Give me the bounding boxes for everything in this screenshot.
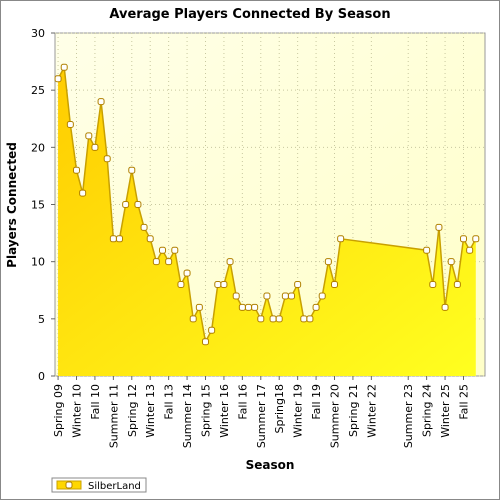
point — [128, 166, 136, 174]
area — [58, 67, 476, 377]
point — [429, 281, 437, 289]
point — [66, 120, 74, 128]
point — [472, 235, 480, 243]
point — [318, 292, 326, 300]
x-tick-label: Summer 11 — [107, 384, 120, 448]
x-tick-label: Spring 15 — [200, 384, 213, 437]
x-axis-title: Season — [246, 458, 295, 472]
point — [312, 303, 320, 311]
point — [159, 246, 166, 254]
point — [165, 258, 173, 266]
point — [195, 303, 203, 311]
point — [232, 292, 240, 300]
x-tick-label: Fall 19 — [310, 384, 323, 420]
point — [423, 246, 431, 254]
x-tick-label: Spring 24 — [421, 384, 434, 437]
point — [294, 281, 302, 289]
point — [453, 281, 461, 289]
point — [73, 166, 80, 174]
point — [257, 315, 265, 323]
x-tick-label: Winter 25 — [439, 384, 452, 438]
point — [226, 258, 234, 266]
chart-title: Average Players Connected By Season — [109, 7, 390, 22]
point — [103, 155, 111, 163]
point — [466, 246, 474, 254]
x-tick-label: Summer 17 — [255, 384, 268, 448]
y-tick-label: 10 — [31, 256, 45, 269]
y-axis-title: Players Connected — [5, 142, 19, 268]
x-tick-label: Fall 10 — [89, 384, 102, 420]
point — [183, 269, 191, 277]
legend-label: SilberLand — [88, 481, 141, 492]
x-tick-label: Summer 20 — [329, 384, 342, 448]
x-tick-label: Spring18 — [273, 384, 286, 434]
point — [275, 315, 283, 323]
x-tick-label: Winter 16 — [218, 384, 231, 438]
point — [140, 223, 148, 231]
y-tick-label: 5 — [38, 313, 45, 326]
legend-marker — [65, 481, 73, 489]
x-tick-label: Winter 19 — [292, 384, 305, 438]
x-tick-label: Summer 14 — [181, 384, 194, 448]
point — [97, 98, 105, 106]
point — [91, 143, 99, 151]
x-tick-label: Fall 16 — [236, 384, 249, 420]
x-tick-label: Spring 09 — [52, 384, 65, 437]
point — [60, 63, 68, 71]
y-tick-label: 25 — [31, 84, 45, 97]
point — [189, 315, 197, 323]
point — [214, 281, 222, 289]
point — [337, 235, 345, 243]
point — [54, 75, 62, 83]
point — [306, 315, 314, 323]
point — [122, 201, 130, 208]
x-tick-label: Winter 13 — [144, 384, 157, 438]
point — [251, 303, 259, 311]
point — [460, 235, 467, 243]
point — [152, 258, 160, 266]
point — [116, 235, 123, 243]
point — [245, 303, 252, 311]
y-tick-label: 30 — [31, 27, 45, 40]
point — [300, 315, 308, 323]
x-tick-label: Spring 21 — [347, 384, 360, 437]
point — [177, 281, 185, 289]
point — [263, 292, 271, 300]
x-tick-label: Fall 13 — [163, 384, 176, 420]
x-tick-label: Summer 23 — [402, 384, 415, 448]
x-tick-label: Winter 22 — [365, 384, 378, 438]
point — [269, 315, 277, 323]
point — [441, 303, 449, 311]
point — [171, 246, 179, 254]
point — [281, 292, 289, 300]
point — [447, 258, 455, 266]
point — [208, 326, 216, 334]
point — [435, 223, 443, 231]
point — [146, 235, 154, 243]
point — [202, 338, 209, 346]
x-tick-label: Winter 10 — [71, 384, 84, 438]
y-tick-label: 0 — [38, 370, 45, 383]
point — [220, 281, 228, 289]
point — [109, 235, 117, 243]
point — [288, 292, 295, 300]
x-tick-label: Fall 25 — [458, 384, 471, 420]
point — [324, 258, 332, 266]
y-tick-label: 15 — [31, 199, 45, 212]
point — [134, 201, 142, 208]
point — [79, 189, 87, 197]
y-tick-label: 20 — [31, 141, 45, 154]
x-tick-label: Spring 12 — [126, 384, 139, 437]
point — [331, 281, 338, 289]
point — [85, 132, 93, 140]
point — [238, 303, 246, 311]
